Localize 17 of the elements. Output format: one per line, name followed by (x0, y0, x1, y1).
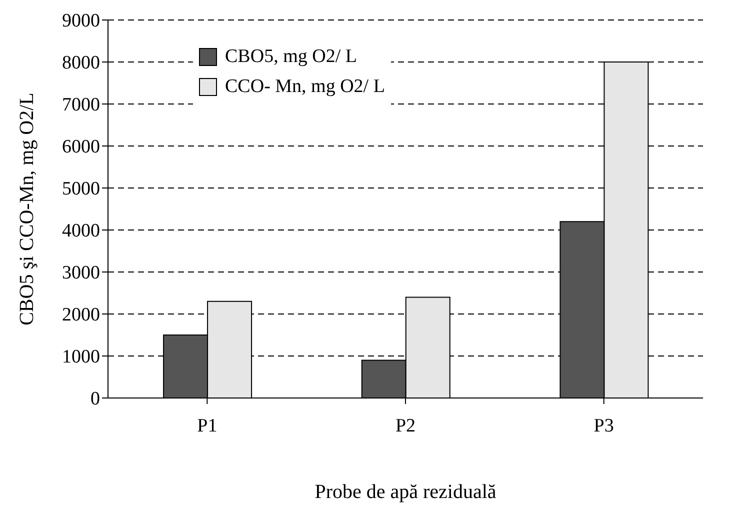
y-tick-label: 8000 (62, 52, 100, 74)
y-tick-label: 7000 (62, 94, 100, 116)
legend-label: CBO5, mg O2/ L (225, 46, 357, 68)
y-tick-label: 4000 (62, 220, 100, 242)
y-tick-label: 0 (90, 388, 100, 410)
x-tick-label: P1 (197, 415, 218, 436)
y-tick-label: 3000 (62, 262, 100, 284)
y-tick-label: 6000 (62, 136, 100, 158)
x-axis-title: Probe de apă reziduală (314, 481, 496, 503)
y-tick-label: 1000 (62, 346, 100, 368)
y-tick-label: 9000 (62, 10, 100, 32)
x-tick-label: P3 (594, 415, 614, 436)
legend-label: CCO- Mn, mg O2/ L (225, 76, 385, 98)
y-tick-label: 5000 (62, 178, 100, 200)
x-tick-label: P2 (395, 415, 416, 436)
y-tick-label: 2000 (62, 304, 100, 326)
y-axis-title: CBO5 şi CCO-Mn, mg O2/L (16, 92, 38, 326)
